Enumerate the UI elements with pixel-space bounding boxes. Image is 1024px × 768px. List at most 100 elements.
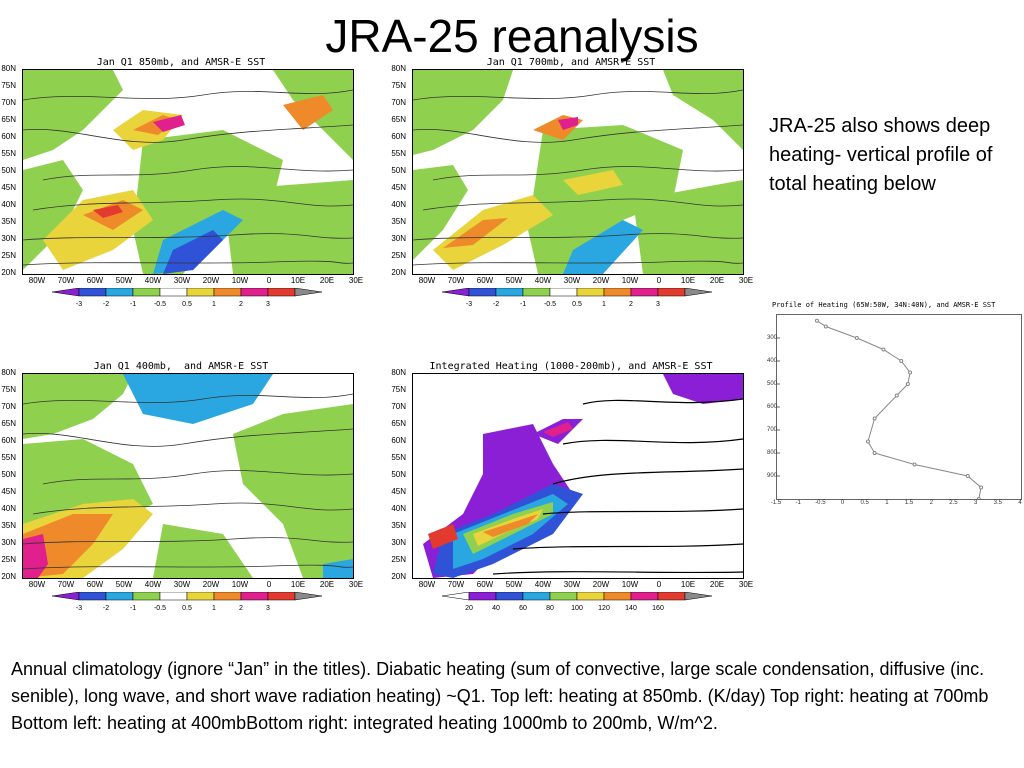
colorbar-swatch bbox=[468, 287, 497, 297]
profile-x-tick-label: 3.5 bbox=[993, 500, 1002, 506]
lat-tick-label: 60N bbox=[391, 132, 406, 141]
lat-tick-label: 65N bbox=[391, 419, 406, 428]
colorbar-swatch bbox=[186, 287, 215, 297]
colorbar-swatch bbox=[684, 287, 713, 297]
profile-point bbox=[912, 462, 917, 467]
lon-tick-label: 20E bbox=[709, 276, 725, 285]
colorbar-tick-label: 160 bbox=[652, 605, 664, 612]
lat-tick-label: 25N bbox=[1, 251, 16, 260]
colorbar-tick-label: 1 bbox=[602, 301, 606, 308]
lat-tick-label: 50N bbox=[1, 166, 16, 175]
map-panel-400mb: Jan Q1 400mb, and AMSR-E SST 80N 75N 70N 65… bbox=[0, 361, 363, 616]
profile-point bbox=[976, 497, 981, 501]
lat-tick-label: 60N bbox=[1, 436, 16, 445]
map-panel-integrated: Integrated Heating (1000-200mb), and AMS… bbox=[390, 361, 753, 616]
lat-tick-label: 50N bbox=[391, 470, 406, 479]
lat-tick-label: 75N bbox=[391, 81, 406, 90]
profile-series-line bbox=[816, 320, 982, 500]
lat-tick-label: 65N bbox=[391, 115, 406, 124]
colorbar-swatch bbox=[105, 287, 134, 297]
lat-tick-label: 75N bbox=[1, 385, 16, 394]
lat-tick-label: 70N bbox=[1, 98, 16, 107]
lon-tick-label: 30W bbox=[563, 580, 581, 589]
lon-tick-label: 20E bbox=[709, 580, 725, 589]
lon-tick-label: 20W bbox=[592, 276, 610, 285]
lat-tick-label: 55N bbox=[391, 149, 406, 158]
lat-tick-label: 55N bbox=[1, 453, 16, 462]
colorbar-tick-label: -2 bbox=[102, 301, 110, 308]
lon-tick-label: 10E bbox=[290, 580, 306, 589]
profile-point bbox=[865, 439, 870, 444]
colorbar-tick-label: 1 bbox=[212, 605, 216, 612]
lon-tick-label: 10W bbox=[231, 580, 249, 589]
lat-tick-label: 80N bbox=[1, 64, 16, 73]
heating-map bbox=[22, 373, 354, 579]
lon-tick-label: 20E bbox=[319, 580, 335, 589]
lon-tick-label: 30W bbox=[173, 580, 191, 589]
profile-point bbox=[872, 416, 877, 421]
colorbar-tick-label: -3 bbox=[75, 301, 83, 308]
profile-point bbox=[814, 318, 819, 323]
map-panel-700mb: Jan Q1 700mb, and AMSR-E SST 80N bbox=[390, 57, 753, 312]
lat-tick-label: 70N bbox=[1, 402, 16, 411]
lat-tick-label: 45N bbox=[1, 487, 16, 496]
lat-tick-label: 55N bbox=[391, 453, 406, 462]
colorbar: 20 40 60 80 100 120 140 160 bbox=[441, 591, 713, 612]
lat-tick-label: 75N bbox=[391, 385, 406, 394]
profile-point bbox=[965, 474, 970, 478]
colorbar: -3 -2 -1 -0.5 0.5 1 2 3 bbox=[441, 287, 713, 308]
lat-tick-label: 30N bbox=[391, 538, 406, 547]
lat-tick-label: 65N bbox=[1, 115, 16, 124]
lon-tick-label: 50W bbox=[115, 580, 133, 589]
profile-point bbox=[854, 336, 859, 340]
colorbar-tick-label: -1 bbox=[129, 301, 137, 308]
lon-tick-label: 0 bbox=[656, 276, 662, 285]
colorbar-tick-label: 120 bbox=[598, 605, 610, 612]
lon-tick-label: 70W bbox=[447, 580, 465, 589]
profile-x-tick-label: 4 bbox=[1018, 500, 1022, 506]
lat-tick-label: 50N bbox=[1, 470, 16, 479]
lat-tick-label: 55N bbox=[1, 149, 16, 158]
colorbar-tick-label: -1 bbox=[519, 301, 527, 308]
colorbar-tick-label: -0.5 bbox=[543, 301, 557, 308]
lat-tick-label: 25N bbox=[391, 555, 406, 564]
lon-tick-label: 20W bbox=[202, 276, 220, 285]
colorbar-tick-label: 0.5 bbox=[182, 301, 192, 308]
colorbar-swatch bbox=[468, 591, 497, 601]
colorbar-swatch bbox=[240, 591, 269, 601]
colorbar-swatch bbox=[78, 287, 107, 297]
lon-tick-label: 10E bbox=[680, 276, 696, 285]
lat-tick-label: 35N bbox=[1, 521, 16, 530]
lon-tick-label: 40W bbox=[534, 580, 552, 589]
profile-y-tick-label: 400 bbox=[767, 358, 778, 364]
colorbar-swatch bbox=[657, 591, 686, 601]
side-note: JRA-25 also shows deep heating- vertical… bbox=[769, 115, 993, 195]
colorbar-swatches bbox=[441, 591, 713, 601]
lon-tick-label: 60W bbox=[86, 580, 104, 589]
lon-tick-label: 40W bbox=[144, 580, 162, 589]
colorbar-swatch bbox=[630, 287, 659, 297]
colorbar-swatch bbox=[159, 287, 188, 297]
colorbar-tick-label: 2 bbox=[629, 301, 633, 308]
colorbar-swatch bbox=[630, 591, 659, 601]
colorbar-swatch bbox=[495, 287, 524, 297]
lat-tick-label: 25N bbox=[1, 555, 16, 564]
colorbar-swatch bbox=[267, 591, 296, 601]
colorbar-tick-label: 3 bbox=[266, 301, 270, 308]
heating-field bbox=[413, 70, 743, 274]
colorbar-tick-label: 0.5 bbox=[572, 301, 582, 308]
lon-tick-label: 30E bbox=[348, 276, 364, 285]
colorbar-swatch bbox=[549, 591, 578, 601]
lon-tick-label: 70W bbox=[447, 276, 465, 285]
colorbar-swatch bbox=[495, 591, 524, 601]
colorbar-swatch bbox=[441, 287, 470, 297]
colorbar-tick-label: -3 bbox=[75, 605, 83, 612]
profile-x-tick-label: 1.5 bbox=[904, 500, 914, 506]
panel-title: Jan Q1 400mb, and AMSR-E SST bbox=[93, 361, 269, 372]
colorbar-swatch bbox=[132, 287, 161, 297]
profile-point bbox=[908, 370, 913, 375]
colorbar-tick-label: -3 bbox=[465, 301, 473, 308]
colorbar-swatch bbox=[441, 591, 470, 601]
colorbar-tick-label: 2 bbox=[239, 605, 243, 612]
caption: Annual climatology (ignore “Jan” in the … bbox=[11, 659, 989, 733]
